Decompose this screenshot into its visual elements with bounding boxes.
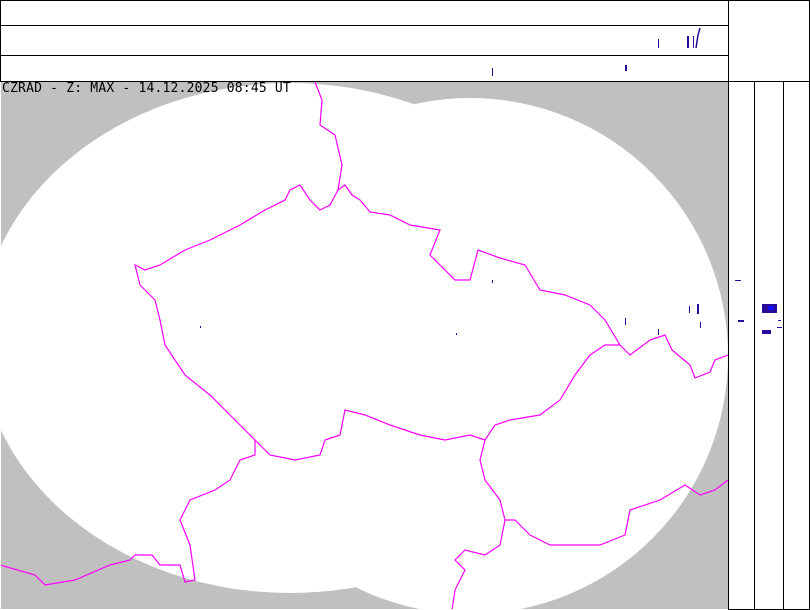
border-cz-north [134,82,620,461]
coverage-right-radar [212,98,728,609]
top-projection-panel-2 [0,25,729,56]
echo [738,320,744,322]
echo [456,333,457,335]
top-projection-echoes [492,27,701,76]
top-projection-panel-3 [0,55,729,82]
border-austria-hungary [451,439,506,609]
radar-map [1,82,728,609]
echo [625,65,627,71]
border-slovakia-hungary [505,479,728,546]
echo-strong [768,306,774,310]
echo [762,330,771,334]
echo [697,304,699,314]
echo [689,306,690,313]
echo [693,36,694,48]
map-title: CZRAD - Z: MAX - 14.12.2025 08:45 UT [2,81,291,96]
echo [492,68,493,76]
border-germany-austria [1,440,256,586]
echo [778,320,781,321]
echo [735,280,741,281]
side-projection-echoes [735,280,782,334]
side-projection-panel-1 [728,81,755,610]
echo [492,280,493,283]
echo [625,318,626,325]
echo [777,327,782,328]
echo [695,27,701,49]
radar-echoes [200,280,701,335]
country-borders [1,82,728,609]
coverage-area [1,83,728,609]
echo [658,329,659,335]
echo [687,36,689,48]
border-cz-poland [337,184,728,379]
echo [658,39,659,48]
echo [200,326,201,328]
echo [700,322,701,328]
